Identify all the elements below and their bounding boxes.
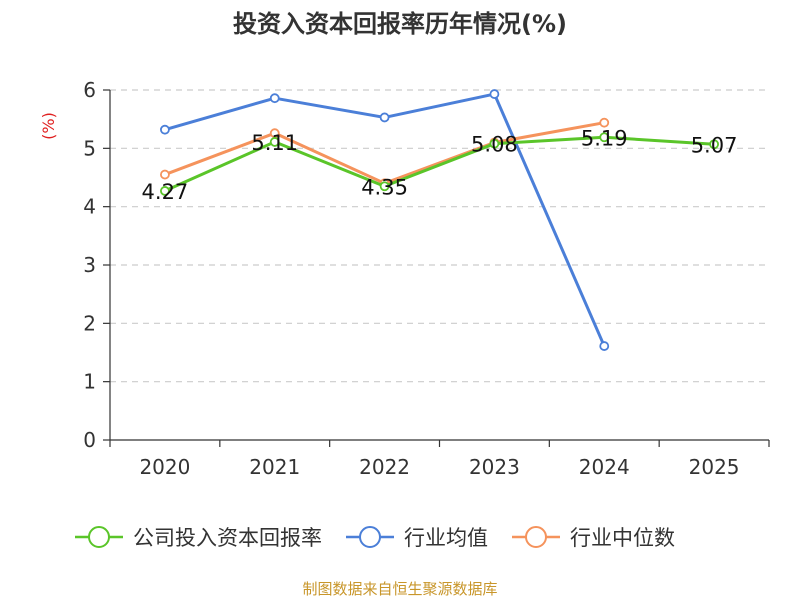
- legend-label: 公司投入资本回报率: [133, 526, 322, 550]
- data-label: 5.08: [471, 133, 518, 157]
- x-tick-label: 2020: [139, 455, 190, 479]
- data-point[interactable]: [599, 117, 610, 128]
- legend-marker: [525, 526, 547, 548]
- data-point[interactable]: [269, 137, 280, 147]
- legend-item[interactable]: 公司投入资本回报率: [75, 526, 322, 550]
- data-point[interactable]: [160, 186, 170, 196]
- series-line: [164, 135, 715, 193]
- legend-item[interactable]: 行业中位数: [512, 526, 675, 550]
- y-tick-label: 3: [83, 253, 96, 277]
- chart-title: 投资入资本回报率历年情况(%): [233, 10, 567, 38]
- legend-item[interactable]: 行业均值: [346, 526, 488, 550]
- series-lines: [160, 89, 719, 351]
- legend-label: 行业均值: [404, 526, 488, 550]
- data-label: 5.07: [691, 133, 738, 157]
- y-tick-label: 6: [83, 78, 96, 102]
- x-tick-label: 2022: [359, 455, 410, 479]
- data-label: 4.27: [142, 180, 189, 204]
- y-tick-label: 0: [83, 428, 96, 452]
- grid: [110, 89, 769, 383]
- data-point[interactable]: [489, 138, 500, 149]
- y-axis-label: (%): [39, 112, 58, 140]
- x-tick-label: 2023: [469, 455, 520, 479]
- data-label: 5.11: [251, 131, 298, 155]
- data-point[interactable]: [489, 89, 500, 99]
- data-point[interactable]: [160, 169, 170, 180]
- data-point[interactable]: [379, 112, 390, 123]
- source-note: 制图数据来自恒生聚源数据库: [302, 580, 498, 598]
- y-tick-label: 4: [83, 195, 96, 219]
- y-tick-label: 5: [83, 136, 96, 160]
- data-point[interactable]: [379, 181, 390, 192]
- data-point[interactable]: [599, 341, 610, 351]
- legend-marker: [359, 526, 381, 548]
- data-point[interactable]: [269, 93, 280, 104]
- series-line: [164, 121, 605, 185]
- data-label: 4.35: [361, 175, 408, 199]
- x-tick-label: 2021: [249, 455, 300, 479]
- axes: 0 1 2 3 4 5 6 2020 2021 2022 2023 2024 2025: [83, 78, 770, 479]
- y-tick-label: 1: [83, 370, 96, 394]
- x-tick-label: 2024: [579, 455, 630, 479]
- y-tick-label: 2: [83, 311, 96, 335]
- data-point[interactable]: [599, 132, 610, 143]
- series-line: [164, 92, 606, 347]
- data-label: 5.19: [581, 126, 628, 150]
- data-point[interactable]: [160, 124, 170, 135]
- legend-label: 行业中位数: [570, 526, 675, 550]
- data-labels: 4.27 5.11 4.35 5.08 5.19 5.07: [142, 126, 738, 204]
- x-tick-label: 2025: [689, 455, 740, 479]
- legend[interactable]: 公司投入资本回报率 行业均值 行业中位数: [75, 526, 675, 550]
- legend-marker: [88, 526, 110, 548]
- data-point[interactable]: [709, 139, 719, 150]
